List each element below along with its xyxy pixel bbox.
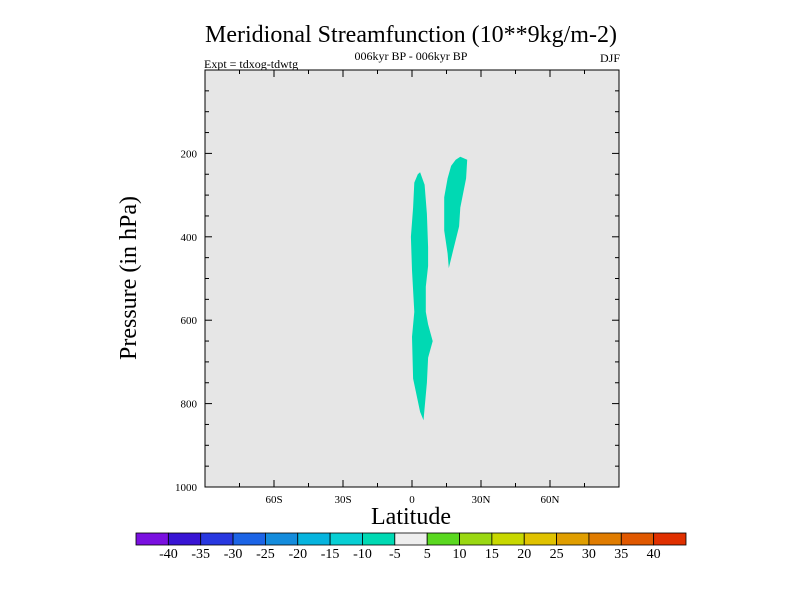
chart-title: Meridional Streamfunction (10**9kg/m-2) [205,22,617,48]
colorbar-swatch [232,532,266,546]
colorbar-label: 25 [550,547,564,562]
colorbar-label: 10 [453,547,467,562]
colorbar-swatch [653,532,687,546]
colorbar-label: -40 [159,547,178,562]
colorbar-swatch [459,532,493,546]
y-tick-label: 600 [181,315,198,327]
plot-background [205,70,619,487]
experiment-label: Expt = tdxog-tdwtg [204,57,298,71]
colorbar-swatch [394,532,428,546]
x-tick-label: 60S [265,494,282,506]
x-tick-label: 60N [541,494,560,506]
colorbar-swatch [588,532,622,546]
chart-subtitle: 006kyr BP - 006kyr BP [355,49,468,63]
colorbar-swatch [362,532,396,546]
colorbar-label: 15 [485,547,499,562]
colorbar: -40 -35 -30 -25 -20 -15 -10 -5 5 10 15 20 25 30 35 40 [135,532,687,562]
y-axis-label: Pressure (in hPa) [116,196,142,360]
colorbar-label: 40 [647,547,661,562]
colorbar-label: 30 [582,547,596,562]
x-tick-label: 0 [409,494,415,506]
colorbar-label: 5 [424,547,431,562]
colorbar-swatch [167,532,202,546]
region-equatorial [410,172,433,421]
colorbar-swatch [620,532,655,546]
colorbar-label: 35 [614,547,628,562]
colorbar-label: -20 [288,547,307,562]
contour-regions [410,156,468,421]
colorbar-label: -35 [191,547,210,562]
colorbar-swatch [523,532,557,546]
colorbar-label: -30 [224,547,243,562]
y-tick-label: 800 [181,399,198,411]
colorbar-swatch [135,532,169,546]
colorbar-swatch [265,532,299,546]
colorbar-swatch [297,532,331,546]
y-tick-label: 1000 [175,482,198,494]
x-tick-label: 30N [472,494,491,506]
colorbar-swatch [200,532,234,546]
colorbar-label: -10 [353,547,372,562]
x-axis-label: Latitude [371,504,451,530]
colorbar-label: -5 [389,547,401,562]
region-north [444,156,468,269]
y-tick-label: 400 [181,232,198,244]
colorbar-swatch [556,532,590,546]
colorbar-swatch [329,532,363,546]
season-label: DJF [600,51,620,65]
axis-ticks: 200 400 600 800 1000 60S 30S 0 30N 60N [175,70,619,506]
colorbar-label: -25 [256,547,275,562]
colorbar-label: 20 [517,547,531,562]
colorbar-label: -15 [321,547,340,562]
colorbar-swatch [491,532,525,546]
colorbar-swatch [426,532,460,546]
y-tick-label: 200 [181,148,198,160]
x-tick-label: 30S [334,494,351,506]
